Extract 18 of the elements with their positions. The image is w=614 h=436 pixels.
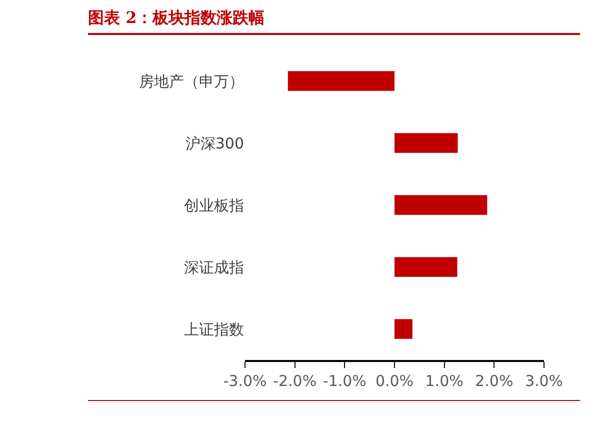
bar <box>394 319 412 339</box>
x-tick-label: -1.0% <box>322 372 366 390</box>
y-tick-label: 深证成指 <box>184 258 244 276</box>
x-tick-label: -2.0% <box>273 372 317 390</box>
x-tick-label: 1.0% <box>425 372 464 390</box>
bar <box>394 133 458 153</box>
x-tick-label: 2.0% <box>475 372 514 390</box>
y-tick-label: 沪深300 <box>185 134 244 152</box>
x-tick-label: -3.0% <box>223 372 267 390</box>
bar <box>394 257 458 277</box>
y-tick-label: 上证指数 <box>184 320 244 338</box>
bar <box>288 71 394 91</box>
x-tick-label: 0.0% <box>375 372 414 390</box>
bar <box>394 195 488 215</box>
chart-title: 图表 2：板块指数涨跌幅 <box>88 8 580 35</box>
x-tick-label: 3.0% <box>524 372 564 390</box>
y-tick-label: 房地产（申万） <box>139 72 244 90</box>
y-tick-label: 创业板指 <box>184 196 244 214</box>
